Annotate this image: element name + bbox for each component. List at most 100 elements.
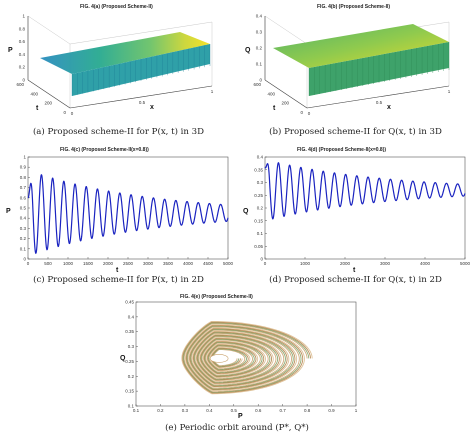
x-tick-label: 0 [264,261,267,266]
t-tick-label: 200 [281,101,289,106]
x-tick-label: 2000 [103,261,114,266]
x-tick-label: 5000 [460,261,471,266]
axis-x [306,85,450,109]
x-tick-label: 0.9 [328,408,335,413]
equilibrium-core [209,354,229,363]
x-tick-labels: 00.51 [308,89,451,116]
series-line [264,162,466,220]
axis-t [264,79,308,109]
y-tick-label: 0.2 [128,374,135,379]
t-tick-label: 0 [300,110,303,115]
x-tick-label: 0.1 [133,408,140,413]
x-tick-label: 2000 [340,261,351,266]
y-tick-label: 0.6 [20,195,27,200]
x-tick-label: 0.5 [376,100,383,105]
y-tick-label: 0.3 [20,226,27,231]
x-tick-label: 1 [355,408,358,413]
t-axis-label: t [36,105,39,112]
x-tick-labels: 00.51 [71,89,214,116]
x-tick-label: 0.5 [139,100,146,105]
x-tick-label: 0 [308,111,311,116]
x-tick-label: 0.6 [255,408,262,413]
x-axis-label: t [353,267,356,274]
z-tick-label: 1 [22,14,25,19]
t-tick-label: 200 [44,101,52,106]
y-tick-label: 0.8 [20,175,27,180]
orbit-trajectory [183,323,308,393]
y-tick-label: 0.35 [125,329,134,334]
x-tick-label: 0.3 [182,408,189,413]
chart-title: FIG. 4(a) (Proposed Scheme-II) [80,4,153,10]
y-tick-label: 0.1 [128,404,135,409]
chart-title: FIG. 4(c) (Proposed Scheme-II(x=0.8)) [60,147,149,153]
y-tick-label: 0.25 [125,359,134,364]
plot-frame [135,301,357,407]
panel-fig-4e: FIG. 4(e) (Proposed Scheme-II) Q P 0.1 0.… [110,292,364,439]
y-axis-label: P [6,208,11,215]
y-tick-label: 0.2 [257,206,264,211]
plot-frame [264,156,466,260]
y-tick-label: 0.4 [257,155,264,160]
y-tick-label: 0.4 [20,216,27,221]
x-axis-label: t [116,267,119,274]
t-tick-label: 600 [16,82,24,87]
z-tick-label: 0.2 [256,46,263,51]
y-tick-label: 0.2 [20,236,27,241]
x-tick-label: 3500 [163,261,174,266]
x-tick-label: 4000 [420,261,431,266]
x-tick-label: 0.8 [304,408,311,413]
z-tick-label: 0.3 [256,30,263,35]
y-tick-label: 0.25 [254,193,263,198]
chart-title: FIG. 4(d) (Proposed Scheme-II(x=0.8)) [297,147,387,153]
z-tick-label: 0 [22,78,25,83]
surface-ribs [71,44,211,96]
z-tick-label: 0.4 [256,14,263,19]
x-tick-label: 4500 [203,261,214,266]
x-tick-label: 0.5 [231,408,238,413]
z-tick-label: 0.6 [19,39,26,44]
axis-t [27,79,71,109]
z-axis-label: Q [245,47,251,54]
x-axis-label: x [150,104,154,111]
y-tick-label: 0.3 [257,180,264,185]
z-tick-label: 0.4 [19,52,26,57]
y-tick-label: 0.15 [125,389,134,394]
line-chart: Q t 0 1000 2000 3000 4000 5000 0 0.05 0.1 0.15 0.2… [243,155,471,275]
z-tick-label: 0.2 [19,65,26,70]
x-tick-label: 0 [71,111,74,116]
y-axis-label: Q [243,208,249,215]
z-tick-label: 0 [259,78,262,83]
x-tick-label: 3000 [143,261,154,266]
figure-caption: (b) Proposed scheme-II for Q(x, t) in 3D [269,127,442,137]
orbit-trajectory [181,321,313,395]
figure-caption: (d) Proposed scheme-II for Q(x, t) in 2D [269,275,442,285]
t-tick-labels: 0 200 400 600 [253,82,303,115]
chart-title: FIG. 4(e) (Proposed Scheme-II) [180,294,253,300]
x-tick-label: 1000 [300,261,311,266]
z-tick-labels: 0 0.2 0.4 0.6 0.8 1 [19,14,26,83]
x-axis-label: P [238,413,243,420]
surface-ribs [308,42,450,96]
y-tick-label: 0.15 [254,218,263,223]
t-tick-label: 0 [63,110,66,115]
y-tick-label: 0.45 [125,300,134,305]
x-tick-label: 0 [27,261,30,266]
y-tick-label: 0 [23,257,26,262]
t-tick-label: 400 [267,91,275,96]
orbit-trajectory [182,321,311,394]
x-tick-label: 0.2 [157,408,164,413]
x-tick-label: 2500 [123,261,134,266]
surface-top [40,32,210,74]
x-tick-label: 3000 [380,261,391,266]
phase-portrait-chart: Q P 0.1 0.2 0.3 0.4 0.5 0.6 0.7 0.8 0.9 1 0.1 0.15 0… [120,300,358,421]
y-tick-label: 0.4 [128,314,135,319]
surface-top [273,24,449,68]
panel-fig-4d: FIG. 4(d) (Proposed Scheme-II(x=0.8)) Q … [237,143,474,288]
t-tick-label: 600 [253,82,261,87]
figure-caption: (c) Proposed scheme-II for P(x, t) in 2D [33,275,204,285]
y-tick-label: 0.35 [254,167,263,172]
x-tick-label: 1 [211,89,214,94]
y-tick-label: 0.5 [20,206,27,211]
